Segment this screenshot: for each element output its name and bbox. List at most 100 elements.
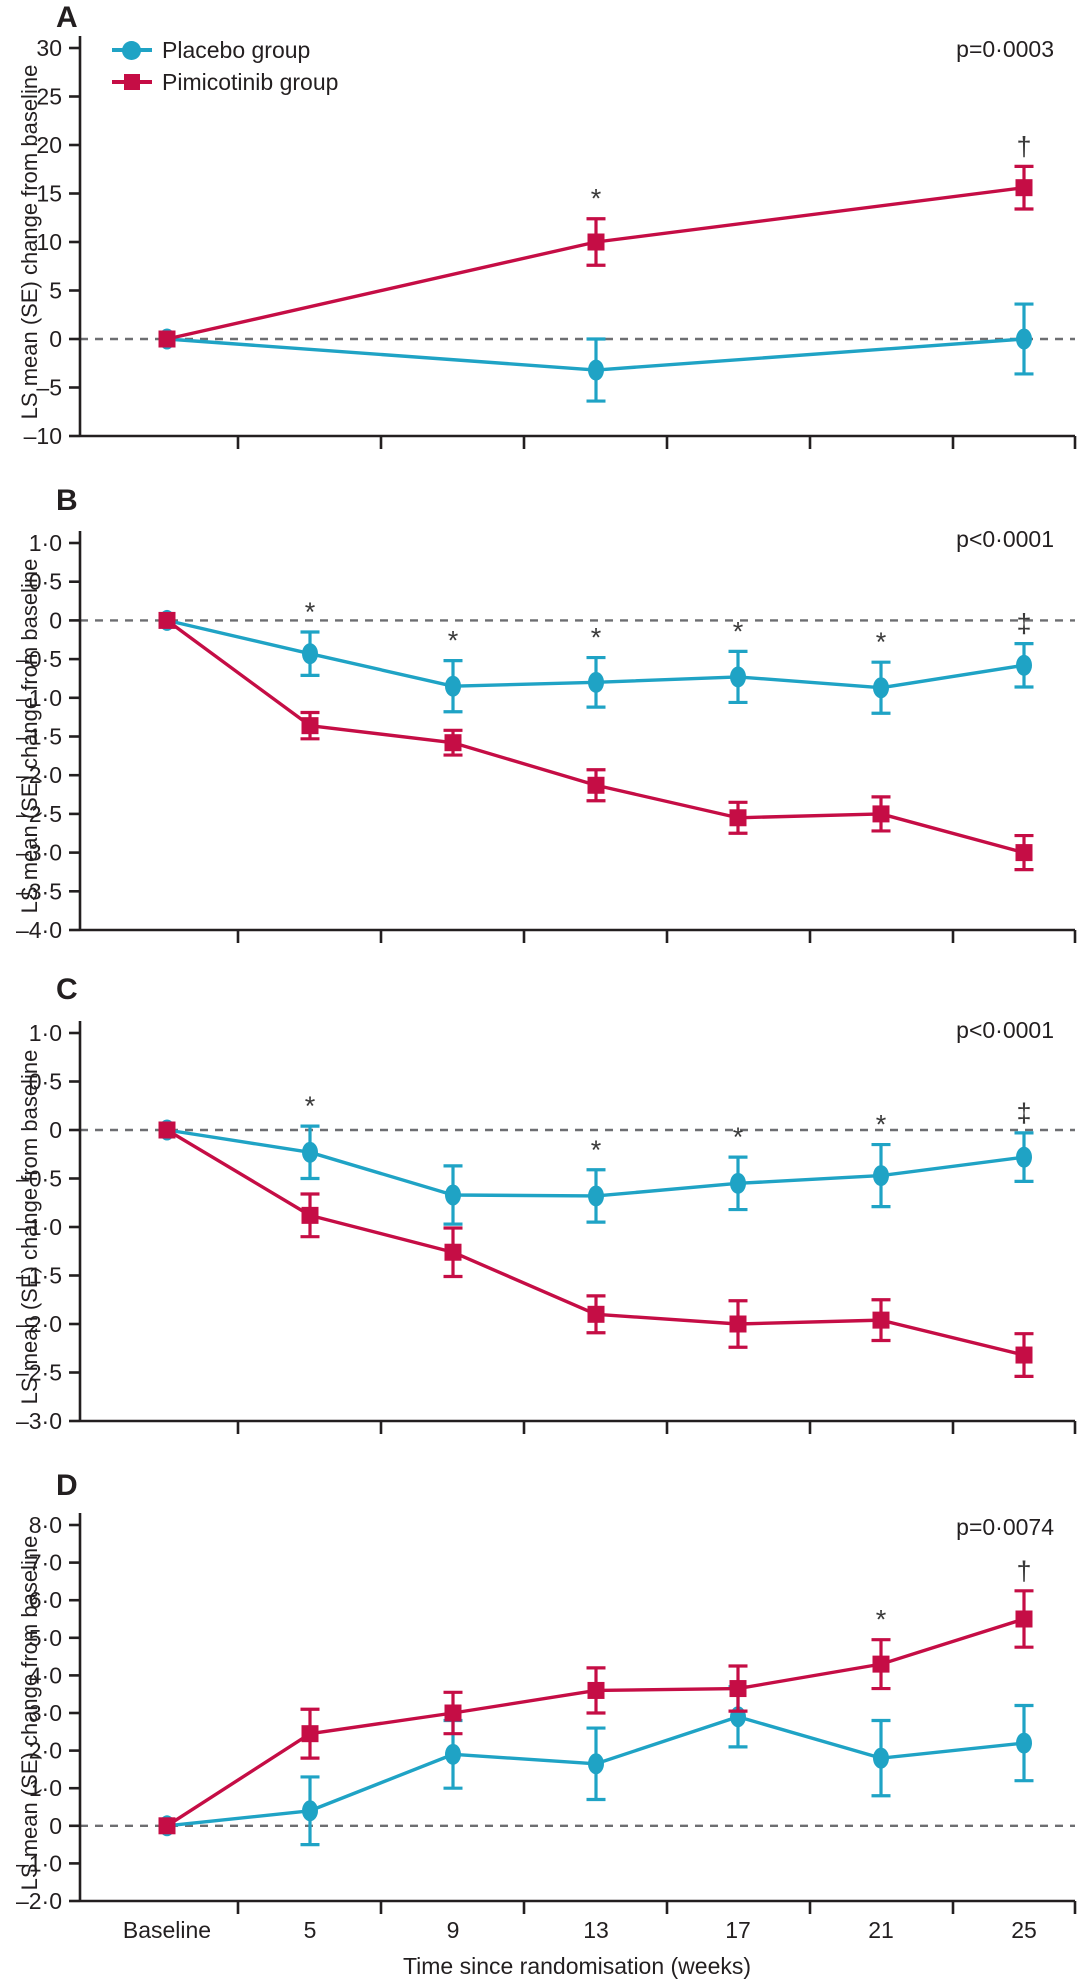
pimicotinib-data-point: [729, 809, 747, 827]
panel-d-y-axis-title: LS mean (SE) change from baseline: [17, 1535, 42, 1891]
y-tick-label: –1·0: [16, 685, 62, 711]
panel-a-label: A: [56, 1, 78, 34]
pimicotinib-group-series: [158, 1121, 1034, 1378]
placebo-data-point: [588, 1185, 604, 1207]
y-tick-label: 0: [49, 607, 62, 633]
y-tick-label: 5: [49, 278, 62, 304]
pimicotinib-group-series: [158, 164, 1034, 348]
y-tick-label: –3·0: [16, 1408, 62, 1434]
significance-marker: †: [1016, 131, 1031, 161]
panel-a-plot: 30 25 20 15 10 5 0 –5 –10 * †: [24, 35, 1077, 449]
y-tick-label: 20: [36, 132, 62, 158]
y-tick-label: –2·5: [16, 1360, 62, 1386]
y-tick-label: 8·0: [29, 1512, 62, 1538]
significance-marker: ‡: [1016, 609, 1031, 639]
placebo-data-point: [730, 1172, 746, 1194]
y-tick-label: –2·0: [16, 762, 62, 788]
significance-marker: *: [305, 597, 316, 627]
x-tick-label: 25: [1011, 1917, 1037, 1943]
y-tick-label: –10: [24, 423, 62, 449]
y-tick-label: 0: [49, 326, 62, 352]
pimicotinib-data-point: [158, 611, 176, 629]
pimicotinib-line-marker-swatch: [112, 71, 152, 93]
y-tick-label: 5·0: [29, 1625, 62, 1651]
placebo-group-series: [159, 302, 1034, 403]
y-tick-label: –1·5: [16, 1263, 62, 1289]
significance-marker: †: [1016, 1556, 1031, 1586]
significance-marker: *: [876, 1110, 887, 1140]
y-tick-label: –4·0: [16, 917, 62, 943]
y-tick-label: –3·5: [16, 878, 62, 904]
panel-d-pvalue: p=0·0074: [956, 1514, 1054, 1540]
y-tick-label: –1·5: [16, 724, 62, 750]
placebo-data-point: [588, 1753, 604, 1775]
y-tick-label: –0·5: [16, 646, 62, 672]
placebo-data-point: [1016, 328, 1032, 350]
y-tick-label: –5: [36, 375, 62, 401]
panel-a-y-axis-title: LS mean (SE) change from baseline: [17, 64, 42, 420]
pimicotinib-data-point: [1015, 1346, 1033, 1364]
x-axis-title: Time since randomisation (weeks): [403, 1953, 751, 1979]
significance-marker: *: [305, 1091, 316, 1121]
pimicotinib-data-point: [872, 1311, 890, 1329]
y-tick-label: 30: [36, 35, 62, 61]
x-tick-label: Baseline: [123, 1917, 211, 1943]
pimicotinib-data-point: [444, 1704, 462, 1722]
pimicotinib-data-point: [158, 1121, 176, 1139]
legend-label-pimicotinib: Pimicotinib group: [162, 68, 339, 95]
pimicotinib-data-point: [587, 1681, 605, 1699]
placebo-data-point: [302, 1141, 318, 1163]
y-tick-label: 0·5: [29, 1069, 62, 1095]
pimicotinib-data-point: [444, 734, 462, 752]
significance-marker: *: [591, 184, 602, 214]
placebo-data-point: [873, 677, 889, 699]
pimicotinib-group-series: [158, 611, 1034, 872]
y-tick-label: 3·0: [29, 1700, 62, 1726]
y-tick-label: –1·0: [16, 1214, 62, 1240]
y-tick-label: –2·0: [16, 1888, 62, 1914]
y-tick-label: 0: [49, 1813, 62, 1839]
y-tick-label: 7·0: [29, 1550, 62, 1576]
placebo-data-point: [1016, 1146, 1032, 1168]
y-tick-label: –1·0: [16, 1850, 62, 1876]
pimicotinib-data-point: [872, 1655, 890, 1673]
legend: Placebo group Pimicotinib group: [112, 34, 338, 98]
panel-b-label: B: [56, 484, 78, 517]
series-line: [165, 619, 1025, 855]
significance-marker: *: [733, 1122, 744, 1152]
pimicotinib-data-point: [729, 1315, 747, 1333]
significance-marker: *: [448, 626, 459, 656]
placebo-data-point: [302, 643, 318, 665]
panel-b-y-axis-title: LS mean (SE) change from baseline: [17, 558, 42, 914]
significance-marker: *: [591, 1135, 602, 1165]
placebo-data-point: [445, 675, 461, 697]
panel-c-label: C: [56, 973, 78, 1006]
pimicotinib-data-point: [301, 1725, 319, 1743]
pimicotinib-data-point: [1015, 844, 1033, 862]
panel-a-pvalue: p=0·0003: [956, 36, 1054, 62]
panel-b-pvalue: p<0·0001: [956, 526, 1054, 552]
significance-marker: ‡: [1016, 1098, 1031, 1128]
placebo-data-point: [730, 666, 746, 688]
placebo-data-point: [873, 1747, 889, 1769]
y-tick-label: –3·0: [16, 840, 62, 866]
x-tick-label: 21: [868, 1917, 894, 1943]
panel-c-pvalue: p<0·0001: [956, 1017, 1054, 1043]
pimicotinib-data-point: [158, 1817, 176, 1835]
y-tick-label: 0·5: [29, 569, 62, 595]
y-tick-label: 2·0: [29, 1738, 62, 1764]
pimicotinib-group-series: [158, 1589, 1034, 1835]
placebo-data-point: [588, 671, 604, 693]
panel-d-label: D: [56, 1469, 78, 1502]
pimicotinib-data-point: [444, 1243, 462, 1261]
y-tick-label: 0: [49, 1117, 62, 1143]
placebo-data-point: [445, 1184, 461, 1206]
x-tick-label: 13: [583, 1917, 609, 1943]
significance-marker: *: [876, 627, 887, 657]
panel-d-plot: 8·0 7·0 6·0 5·0 4·0 3·0 2·0 1·0 0 –1·0 –2·0 * †: [16, 1512, 1077, 1914]
legend-item-pimicotinib: Pimicotinib group: [112, 66, 338, 98]
placebo-group-series: [159, 1685, 1034, 1847]
placebo-circle-icon: [122, 41, 141, 60]
